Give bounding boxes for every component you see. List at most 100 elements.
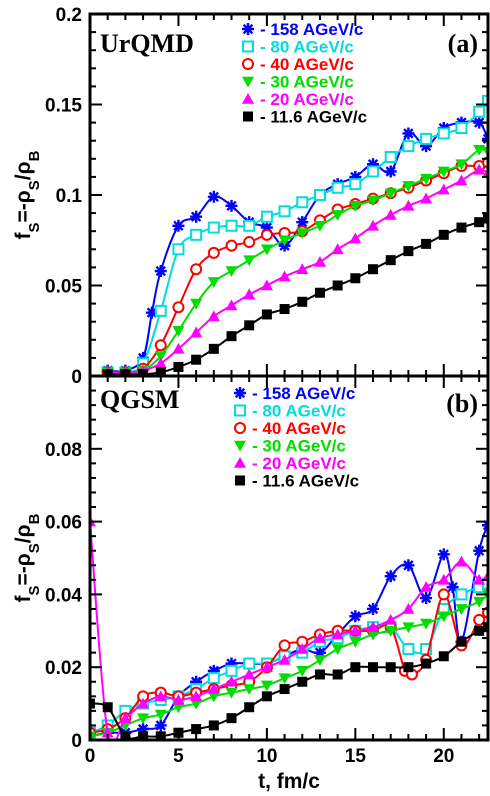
data-point — [331, 243, 344, 255]
data-point — [473, 105, 486, 118]
data-point — [119, 712, 132, 723]
data-point — [473, 144, 486, 156]
data-point — [296, 216, 309, 229]
data-point — [402, 140, 415, 153]
data-point — [473, 613, 486, 626]
data-point — [403, 246, 414, 257]
data-point — [225, 657, 238, 670]
legend-marker — [242, 23, 254, 35]
data-point — [172, 325, 185, 337]
data-point — [207, 310, 220, 322]
data-point — [474, 217, 485, 228]
data-point — [438, 651, 449, 662]
data-point — [278, 673, 291, 685]
data-point — [350, 662, 361, 673]
data-point — [437, 183, 450, 195]
x-tick-label: 0 — [85, 746, 96, 767]
data-point — [172, 219, 185, 232]
data-point — [456, 636, 467, 647]
data-point — [367, 158, 380, 171]
data-point — [437, 127, 450, 140]
y-axis-title: fS=-ρS/ρB — [12, 513, 43, 602]
data-point — [332, 669, 343, 680]
data-point — [278, 235, 291, 247]
y-axis-title: fS=-ρS/ρB — [12, 150, 43, 239]
data-point — [296, 263, 309, 275]
panel-label: (b) — [446, 389, 478, 418]
data-point — [402, 127, 415, 140]
data-point — [455, 159, 468, 171]
y-tick-label: 0.02 — [45, 658, 82, 679]
data-point — [313, 646, 326, 659]
data-point — [384, 188, 397, 200]
data-point — [349, 610, 362, 623]
data-point — [278, 270, 291, 282]
data-point — [402, 643, 415, 655]
data-point — [243, 668, 256, 680]
y-tick-label: 0.2 — [56, 5, 82, 26]
data-point — [297, 676, 308, 687]
data-point — [207, 246, 220, 259]
data-point — [145, 306, 158, 319]
data-point — [420, 581, 433, 592]
data-point — [473, 596, 486, 608]
data-point — [455, 122, 468, 135]
data-point — [402, 181, 415, 192]
data-point — [137, 713, 150, 725]
data-point — [473, 116, 486, 129]
panel-qgsm: 0 0.02 0.04 0.06 0.08 0 5 10 15 20 QGSM (b) - 158 AG… — [45, 374, 490, 767]
y-tick-label: 0 — [71, 367, 82, 388]
model-label: QGSM — [100, 385, 179, 414]
data-point — [350, 273, 361, 284]
data-point — [261, 309, 272, 320]
data-point — [437, 588, 450, 601]
data-point — [384, 208, 397, 220]
data-point — [260, 228, 273, 241]
panel-label: (a) — [448, 29, 478, 58]
data-point — [243, 255, 256, 267]
x-tick-label: 10 — [256, 746, 277, 767]
data-point — [154, 690, 167, 702]
data-point — [243, 288, 256, 300]
legend-marker — [242, 76, 254, 88]
data-point — [208, 343, 219, 354]
y-tick-label: 0.04 — [45, 585, 82, 606]
data-point — [420, 173, 433, 185]
data-point — [332, 280, 343, 291]
data-point — [297, 296, 308, 307]
data-point — [313, 255, 326, 267]
data-point — [137, 723, 150, 736]
data-point — [437, 573, 450, 585]
data-point — [384, 165, 397, 178]
legend-marker — [243, 111, 253, 122]
legend-marker — [234, 440, 246, 452]
data-point — [278, 639, 291, 652]
data-point — [154, 304, 167, 317]
data-point — [190, 210, 203, 223]
y-tick-label: 0 — [71, 731, 82, 752]
legend-marker — [234, 404, 246, 417]
data-point — [349, 636, 362, 648]
y-tick-label: 0.1 — [56, 186, 83, 207]
data-point — [137, 697, 150, 709]
x-tick-label: 20 — [433, 746, 454, 767]
data-point — [172, 702, 185, 714]
data-point — [260, 680, 273, 692]
data-point — [154, 357, 167, 369]
data-point — [207, 277, 220, 288]
data-point — [420, 132, 433, 145]
data-point — [402, 622, 415, 634]
x-tick-label: 5 — [173, 746, 184, 767]
model-label: UrQMD — [100, 29, 194, 58]
data-point — [208, 720, 219, 731]
data-point — [191, 724, 202, 735]
data-point — [420, 618, 433, 630]
data-point — [384, 150, 397, 163]
data-point — [190, 263, 203, 276]
legend-entry: - 80 AGeV/c — [252, 402, 346, 421]
data-point — [207, 664, 220, 677]
legend-entry: - 158 AGeV/c — [260, 20, 363, 39]
legend-entry: - 20 AGeV/c — [260, 90, 354, 109]
data-point — [455, 604, 468, 615]
data-point — [296, 228, 309, 240]
